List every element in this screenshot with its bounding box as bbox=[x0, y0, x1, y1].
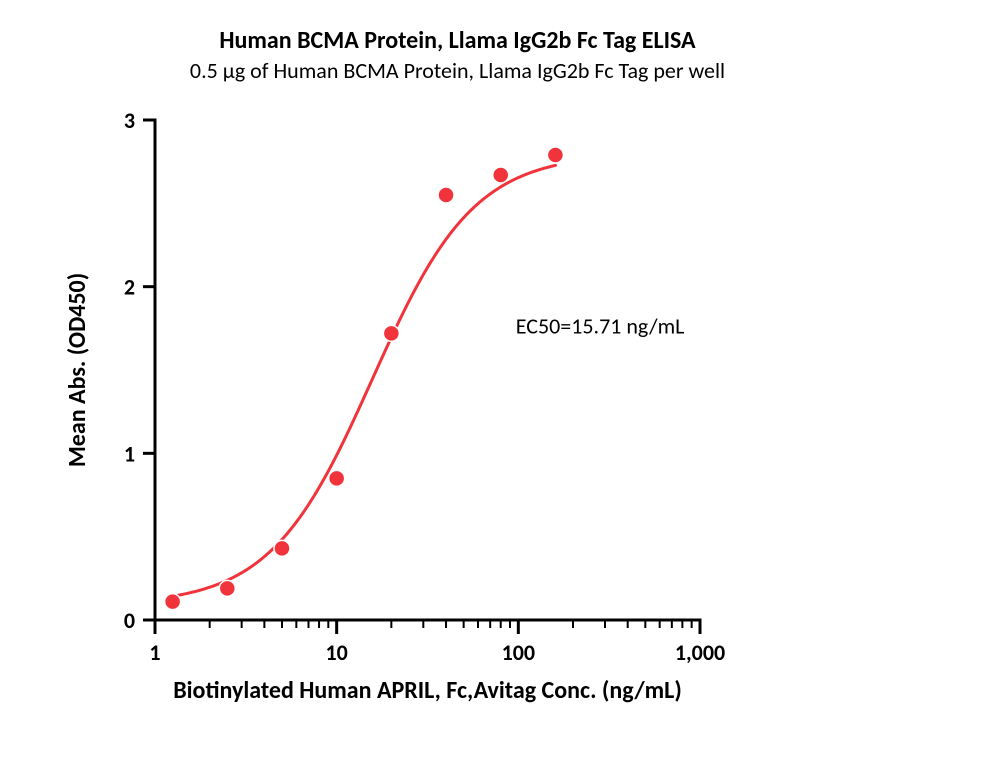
y-tick-label: 2 bbox=[124, 274, 135, 301]
data-point bbox=[165, 594, 181, 610]
data-point bbox=[547, 147, 563, 163]
x-tick-label: 1,000 bbox=[675, 639, 725, 666]
x-tick-label: 100 bbox=[502, 639, 535, 666]
y-tick-label: 1 bbox=[124, 440, 135, 467]
data-point bbox=[219, 580, 235, 596]
chart-subtitle: 0.5 μg of Human BCMA Protein, Llama IgG2… bbox=[190, 57, 725, 84]
data-point bbox=[274, 540, 290, 556]
fit-curve bbox=[173, 165, 556, 596]
data-point bbox=[493, 167, 509, 183]
x-axis-label: Biotinylated Human APRIL, Fc,Avitag Conc… bbox=[173, 676, 682, 705]
y-tick-label: 3 bbox=[124, 107, 135, 134]
ec50-annotation: EC50=15.71 ng/mL bbox=[516, 312, 685, 339]
elisa-chart: Human BCMA Protein, Llama IgG2b Fc Tag E… bbox=[0, 0, 1000, 779]
y-axis-label: Mean Abs. (OD450) bbox=[63, 273, 92, 467]
x-tick-label: 1 bbox=[149, 639, 160, 666]
y-tick-label: 0 bbox=[124, 607, 135, 634]
data-point bbox=[329, 470, 345, 486]
data-point bbox=[438, 187, 454, 203]
chart-title: Human BCMA Protein, Llama IgG2b Fc Tag E… bbox=[219, 26, 696, 55]
x-tick-label: 10 bbox=[326, 639, 348, 666]
data-point bbox=[383, 325, 399, 341]
